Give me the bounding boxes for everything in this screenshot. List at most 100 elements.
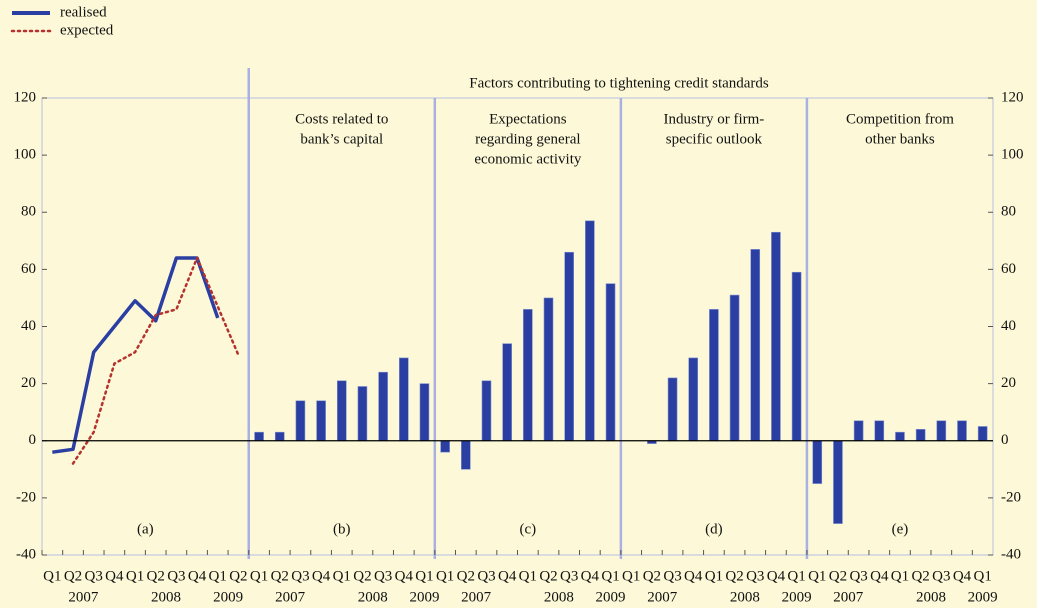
panel-title: Expectations (489, 111, 567, 127)
y2-tick-label: 60 (1001, 261, 1016, 277)
year-label: 2008 (730, 589, 760, 605)
x-tick-label: Q3 (932, 568, 950, 584)
x-tick-label: Q1 (787, 568, 805, 584)
x-tick-label: Q4 (105, 568, 124, 584)
x-tick-label: Q4 (870, 568, 889, 584)
bar (895, 431, 905, 442)
y-tick-label: 120 (14, 89, 37, 105)
line (52, 256, 220, 454)
bar (812, 440, 823, 484)
x-tick-label: Q1 (333, 568, 351, 584)
x-tick-label: Q3 (291, 568, 309, 584)
chart-title: Factors contributing to tightening credi… (469, 75, 769, 91)
bar (915, 429, 926, 442)
x-tick-label: Q3 (560, 568, 578, 584)
y-tick-label: 100 (14, 147, 37, 163)
bar (667, 377, 678, 442)
x-tick-label: Q3 (663, 568, 681, 584)
bar (461, 440, 471, 470)
bar (564, 251, 574, 442)
y2-tick-label: 0 (1001, 432, 1009, 448)
bar (481, 380, 492, 442)
x-tick-label: Q3 (746, 568, 764, 584)
year-label: 2008 (916, 589, 946, 605)
x-tick-label: Q4 (498, 568, 517, 584)
bar (729, 294, 740, 442)
bar (833, 440, 843, 524)
bar (398, 357, 409, 442)
y2-tick-label: 80 (1001, 204, 1016, 220)
x-tick-label: Q1 (808, 568, 826, 584)
x-tick-label: Q1 (250, 568, 268, 584)
year-label: 2008 (151, 589, 181, 605)
y-tick-label: 80 (21, 204, 36, 220)
panel-label: (c) (520, 521, 537, 537)
panel-title: economic activity (474, 151, 582, 167)
x-tick-label: Q2 (643, 568, 661, 584)
bar (791, 271, 802, 442)
x-tick-label: Q2 (829, 568, 847, 584)
x-tick-label: Q2 (271, 568, 289, 584)
bar (709, 309, 719, 442)
bar (357, 386, 368, 442)
panel-title: Competition from (846, 111, 954, 127)
x-tick-label: Q3 (477, 568, 495, 584)
x-tick-label: Q1 (601, 568, 619, 584)
panel-title: specific outlook (666, 131, 763, 147)
y-tick-label: 40 (21, 318, 36, 334)
bar (543, 297, 554, 442)
bar (419, 383, 430, 442)
year-label: 2007 (833, 589, 864, 605)
y-tick-label: 20 (21, 375, 36, 391)
bar (336, 380, 347, 442)
panel-label: (a) (137, 521, 154, 537)
bar (936, 420, 947, 442)
y-tick-label: 0 (29, 432, 37, 448)
y2-tick-label: 20 (1001, 375, 1016, 391)
year-label: 2007 (461, 589, 492, 605)
x-tick-label: Q4 (188, 568, 207, 584)
bar (853, 420, 864, 442)
x-tick-label: Q3 (167, 568, 185, 584)
year-label: 2007 (275, 589, 306, 605)
y2-tick-label: 100 (1001, 147, 1024, 163)
bar (316, 400, 326, 442)
y2-tick-label: 40 (1001, 318, 1016, 334)
x-tick-label: Q1 (209, 568, 227, 584)
line (71, 256, 240, 465)
x-tick-label: Q4 (684, 568, 703, 584)
year-label: 2008 (544, 589, 574, 605)
panel-title: Costs related to (295, 111, 388, 127)
year-label: 2009 (782, 589, 812, 605)
panel-label: (e) (892, 521, 909, 537)
x-tick-label: Q2 (457, 568, 475, 584)
x-tick-label: Q2 (911, 568, 929, 584)
y2-tick-label: -20 (1001, 489, 1021, 505)
bar (771, 231, 781, 442)
x-tick-label: Q4 (581, 568, 600, 584)
x-tick-label: Q4 (953, 568, 972, 584)
x-tick-label: Q1 (622, 568, 640, 584)
bar (585, 220, 595, 442)
panel-label: (b) (333, 521, 351, 537)
x-tick-label: Q1 (973, 568, 991, 584)
bar (605, 283, 616, 442)
bar (957, 420, 967, 442)
panel-title: bank’s capital (300, 131, 383, 147)
y2-tick-label: 120 (1001, 89, 1024, 105)
x-tick-label: Q2 (229, 568, 247, 584)
y-tick-label: -20 (16, 489, 36, 505)
x-tick-label: Q1 (436, 568, 454, 584)
y2-tick-label: -40 (1001, 546, 1021, 562)
x-tick-label: Q4 (395, 568, 414, 584)
panel-title: Industry or firm- (663, 111, 764, 127)
bar (274, 431, 285, 442)
x-tick-label: Q3 (85, 568, 103, 584)
year-label: 2009 (968, 589, 998, 605)
y-tick-label: -40 (16, 546, 36, 562)
x-tick-label: Q2 (353, 568, 371, 584)
x-tick-label: Q3 (849, 568, 867, 584)
x-tick-label: Q1 (126, 568, 144, 584)
x-tick-label: Q1 (415, 568, 433, 584)
